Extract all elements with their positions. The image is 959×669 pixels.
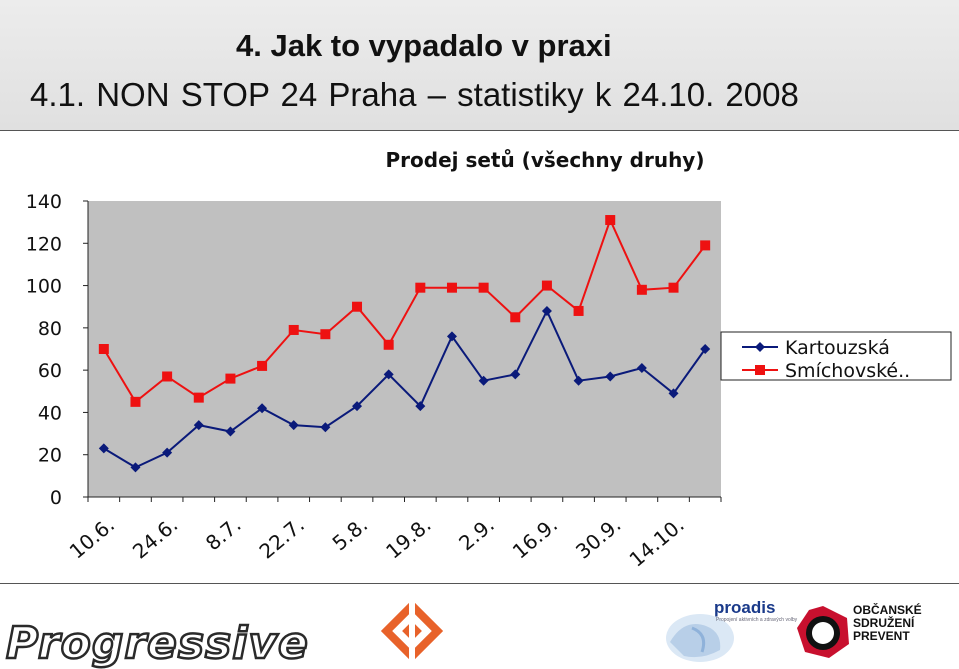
data-point-square xyxy=(288,324,299,335)
data-point-diamond xyxy=(98,443,109,454)
prevent-line: SDRUŽENÍ xyxy=(853,616,915,630)
data-point-square xyxy=(257,360,268,371)
data-point-square xyxy=(700,240,711,251)
data-point-square xyxy=(352,301,363,312)
data-point-diamond xyxy=(193,420,204,431)
legend-marker-square xyxy=(755,365,765,375)
y-tick-label: 40 xyxy=(38,402,62,424)
x-tick-label: 24.6. xyxy=(128,512,182,563)
orange-diamond-logo xyxy=(380,597,444,665)
proadis-tagline: Propojení aktivních a zdravých volby xyxy=(716,617,798,623)
data-point-diamond xyxy=(383,369,394,380)
x-tick-label: 2.9. xyxy=(454,512,499,555)
y-tick-label: 0 xyxy=(50,487,62,509)
data-point-diamond xyxy=(541,305,552,316)
chart-title: Prodej setů (všechny druhy) xyxy=(385,148,704,172)
data-point-square xyxy=(446,282,457,293)
legend-marker-diamond xyxy=(755,342,765,352)
legend-label: Smíchovské.. xyxy=(785,360,910,382)
data-point-square xyxy=(162,371,173,382)
data-point-square xyxy=(225,373,236,384)
prevent-line: OBČANSKÉ xyxy=(853,603,922,617)
data-point-diamond xyxy=(352,401,363,412)
proadis-globe-icon xyxy=(666,614,734,662)
plot-area xyxy=(88,201,721,497)
progressive-logo: Progressive xyxy=(5,617,309,669)
data-point-diamond xyxy=(257,403,268,414)
line-chart: Prodej setů (všechny druhy) 0 20 40 60 80 100… xyxy=(26,148,952,572)
data-point-diamond xyxy=(446,331,457,342)
data-point-diamond xyxy=(605,371,616,382)
data-point-diamond xyxy=(700,344,711,354)
legend-label: Kartouzská xyxy=(785,337,890,359)
y-tick-label: 80 xyxy=(38,318,62,340)
data-point-diamond xyxy=(510,369,521,380)
x-tick-label: 8.7. xyxy=(201,512,246,555)
x-tick-label: 30.9. xyxy=(571,512,625,563)
data-point-diamond xyxy=(478,375,489,386)
slide-subtitle: 4.1. NON STOP 24 Praha – statistiky k 24… xyxy=(30,76,799,113)
x-tick-label: 19.8. xyxy=(381,512,435,563)
data-point-square xyxy=(415,282,426,293)
prevent-ring-logo xyxy=(797,606,849,658)
x-tick-label: 16.9. xyxy=(508,512,562,563)
x-tick-label: 22.7. xyxy=(255,512,309,563)
prevent-line: PREVENT xyxy=(853,629,910,643)
data-point-diamond xyxy=(573,375,584,386)
data-point-diamond xyxy=(288,420,299,431)
data-point-diamond xyxy=(162,447,173,458)
x-tick-label: 14.10. xyxy=(625,512,689,571)
y-axis: 0 20 40 60 80 100 120 140 xyxy=(26,191,89,509)
data-point-square xyxy=(605,215,616,226)
proadis-logo-text: proadis xyxy=(714,598,776,617)
data-point-diamond xyxy=(320,422,331,433)
data-point-diamond xyxy=(668,388,679,399)
x-tick-label: 10.6. xyxy=(65,512,119,563)
data-point-diamond xyxy=(225,426,236,437)
data-point-square xyxy=(573,305,584,316)
series-line-0 xyxy=(103,308,707,469)
data-point-square xyxy=(636,284,647,295)
data-point-diamond xyxy=(636,363,647,374)
data-point-diamond xyxy=(130,462,141,473)
slide-header: 4. Jak to vypadalo v praxi 4.1. NON STOP… xyxy=(0,0,959,130)
y-tick-label: 20 xyxy=(38,445,62,467)
prevent-logo-text: OBČANSKÉ SDRUŽENÍ PREVENT xyxy=(853,604,922,643)
y-tick-label: 120 xyxy=(26,233,62,255)
y-tick-label: 140 xyxy=(26,191,62,213)
x-axis: 10.6. 24.6. 8.7. 22.7. 5.8. 19.8. 2.9. 16.9. 30.… xyxy=(65,496,722,572)
data-point-square xyxy=(130,396,141,407)
data-point-square xyxy=(383,339,394,350)
data-point-square xyxy=(320,329,331,340)
data-point-square xyxy=(668,282,679,293)
slide-title: 4. Jak to vypadalo v praxi xyxy=(236,28,612,63)
series-layer xyxy=(98,215,711,473)
data-point-square xyxy=(478,282,489,293)
data-point-square xyxy=(193,392,204,403)
y-tick-label: 100 xyxy=(26,276,62,298)
series-line-1 xyxy=(102,217,707,404)
data-point-square xyxy=(510,312,521,323)
data-point-diamond xyxy=(415,401,426,412)
y-tick-label: 60 xyxy=(38,360,62,382)
data-point-square xyxy=(541,280,552,291)
x-tick-label: 5.8. xyxy=(328,512,373,555)
data-point-square xyxy=(98,344,109,354)
